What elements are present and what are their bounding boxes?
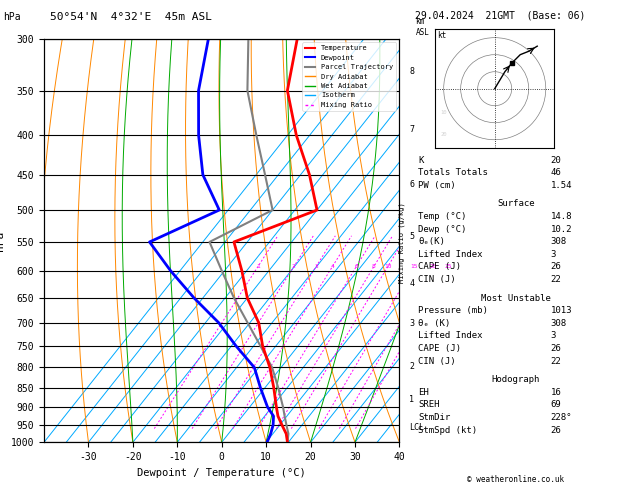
- Text: 308: 308: [550, 319, 567, 328]
- Text: CIN (J): CIN (J): [418, 357, 456, 366]
- Text: SREH: SREH: [418, 400, 440, 410]
- X-axis label: Dewpoint / Temperature (°C): Dewpoint / Temperature (°C): [137, 468, 306, 478]
- Text: StmDir: StmDir: [418, 413, 450, 422]
- Text: 8: 8: [372, 264, 376, 269]
- Text: 22: 22: [550, 357, 561, 366]
- Y-axis label: hPa: hPa: [0, 230, 5, 251]
- Text: Dewp (°C): Dewp (°C): [418, 225, 467, 234]
- Text: 26: 26: [550, 426, 561, 435]
- Text: 6: 6: [354, 264, 358, 269]
- Text: © weatheronline.co.uk: © weatheronline.co.uk: [467, 475, 564, 484]
- Text: EH: EH: [418, 388, 429, 397]
- Text: Most Unstable: Most Unstable: [481, 294, 551, 303]
- Text: 20: 20: [440, 132, 447, 138]
- Text: 20: 20: [550, 156, 561, 165]
- Text: 3: 3: [550, 250, 556, 259]
- Text: CAPE (J): CAPE (J): [418, 262, 461, 272]
- Text: K: K: [418, 156, 424, 165]
- Text: 2: 2: [292, 264, 296, 269]
- Text: 25: 25: [445, 264, 452, 269]
- Text: Totals Totals: Totals Totals: [418, 168, 488, 177]
- Text: 46: 46: [550, 168, 561, 177]
- Text: 15: 15: [410, 264, 418, 269]
- Text: θₑ(K): θₑ(K): [418, 237, 445, 246]
- Legend: Temperature, Dewpoint, Parcel Trajectory, Dry Adiabat, Wet Adiabat, Isotherm, Mi: Temperature, Dewpoint, Parcel Trajectory…: [302, 42, 396, 111]
- Text: 16: 16: [550, 388, 561, 397]
- Text: θₑ (K): θₑ (K): [418, 319, 450, 328]
- Text: 3: 3: [550, 331, 556, 341]
- Text: CIN (J): CIN (J): [418, 275, 456, 284]
- Text: 26: 26: [550, 262, 561, 272]
- Text: Surface: Surface: [497, 199, 535, 208]
- Text: 20: 20: [430, 264, 437, 269]
- Text: kt: kt: [437, 31, 446, 40]
- Text: 10: 10: [384, 264, 391, 269]
- Text: 1013: 1013: [550, 306, 572, 315]
- Text: Lifted Index: Lifted Index: [418, 331, 483, 341]
- Text: Temp (°C): Temp (°C): [418, 212, 467, 221]
- Text: 4: 4: [330, 264, 334, 269]
- Text: 10.2: 10.2: [550, 225, 572, 234]
- Text: CAPE (J): CAPE (J): [418, 344, 461, 353]
- Text: 69: 69: [550, 400, 561, 410]
- Text: 3: 3: [314, 264, 318, 269]
- Text: km
ASL: km ASL: [415, 17, 429, 37]
- Text: 228°: 228°: [550, 413, 572, 422]
- Text: Hodograph: Hodograph: [492, 375, 540, 384]
- Text: 26: 26: [550, 344, 561, 353]
- Text: 308: 308: [550, 237, 567, 246]
- Text: hPa: hPa: [3, 12, 21, 22]
- Text: 29.04.2024  21GMT  (Base: 06): 29.04.2024 21GMT (Base: 06): [415, 11, 586, 21]
- Text: 1.54: 1.54: [550, 181, 572, 190]
- Text: PW (cm): PW (cm): [418, 181, 456, 190]
- Text: 14.8: 14.8: [550, 212, 572, 221]
- Text: 50°54'N  4°32'E  45m ASL: 50°54'N 4°32'E 45m ASL: [50, 12, 213, 22]
- Text: Pressure (mb): Pressure (mb): [418, 306, 488, 315]
- Text: Lifted Index: Lifted Index: [418, 250, 483, 259]
- Text: Mixing Ratio (g/kg): Mixing Ratio (g/kg): [398, 203, 404, 283]
- Text: StmSpd (kt): StmSpd (kt): [418, 426, 477, 435]
- Text: 1: 1: [256, 264, 260, 269]
- Text: 22: 22: [550, 275, 561, 284]
- Text: 10: 10: [440, 110, 447, 115]
